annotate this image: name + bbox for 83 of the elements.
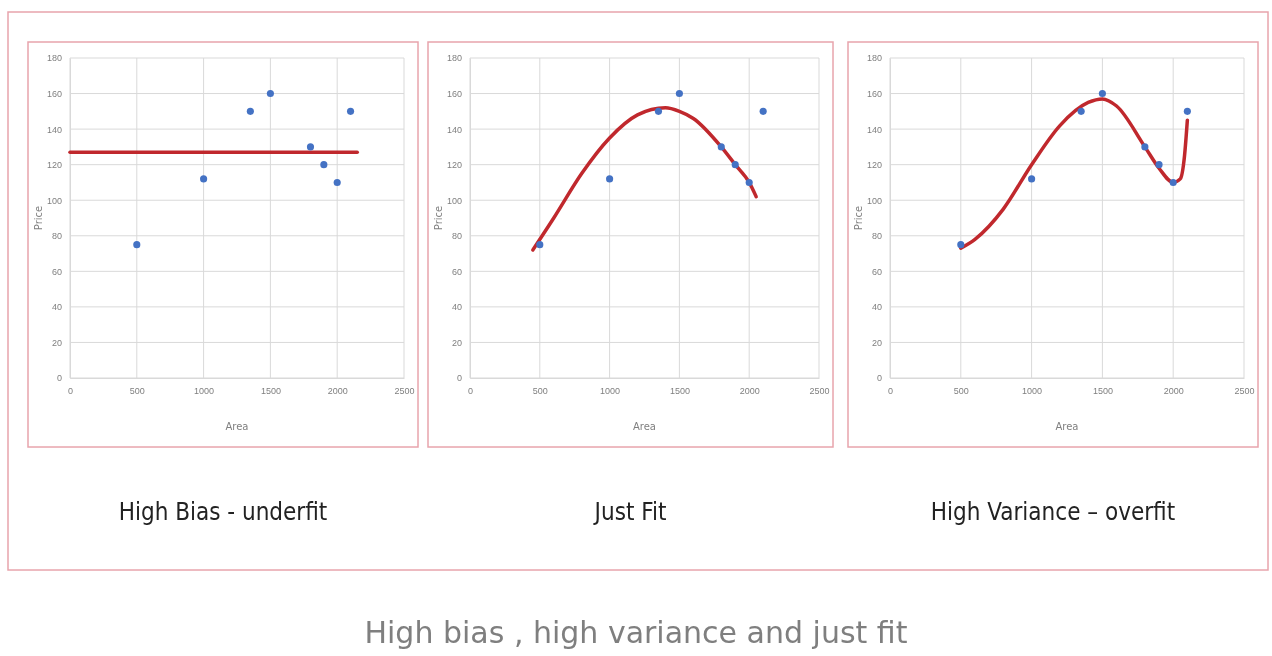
point (306, 143, 315, 151)
text: High Variance – overfit (930, 498, 1176, 526)
y-tick-label: 40 (451, 302, 462, 313)
y-tick-label: 120 (866, 160, 882, 171)
text: High bias , high variance and just fit (364, 615, 908, 650)
y-axis-title: Price (433, 205, 444, 231)
x-tick-label: 1000 (1022, 386, 1043, 397)
x-tick-label: 2500 (809, 386, 830, 397)
y-tick-label: 20 (871, 337, 882, 348)
y-axis-title: Price (33, 205, 44, 231)
y-tick-label: 180 (866, 53, 882, 64)
x-axis-title: Area (632, 421, 657, 432)
x-tick-label: 1500 (260, 386, 281, 397)
y-tick-label: 140 (46, 124, 62, 135)
y-tick-label: 40 (871, 302, 882, 313)
point (1141, 143, 1149, 151)
y-tick-label: 0 (876, 373, 882, 384)
y-axis-title: Price (853, 205, 864, 231)
x-tick-label: 500 (532, 386, 548, 397)
y-tick-label: 20 (451, 337, 462, 348)
point (1183, 107, 1191, 115)
point (1155, 161, 1163, 169)
y-tick-label: 140 (866, 124, 882, 135)
point (1077, 107, 1085, 115)
y-tick-label: 100 (446, 195, 462, 206)
y-tick-label: 80 (51, 231, 62, 242)
point (1098, 89, 1106, 98)
y-tick-label: 40 (51, 302, 62, 313)
y-tick-label: 60 (51, 266, 62, 277)
point (200, 175, 208, 183)
point (333, 178, 341, 187)
y-tick-label: 180 (46, 53, 62, 64)
y-tick-label: 180 (446, 53, 462, 64)
point (346, 107, 355, 115)
y-tick-label: 160 (446, 88, 462, 99)
y-tick-label: 0 (56, 373, 62, 384)
y-tick-label: 20 (51, 337, 62, 348)
x-tick-label: 1500 (669, 386, 690, 397)
point (654, 107, 663, 115)
x-tick-label: 2500 (394, 386, 415, 397)
y-tick-label: 60 (451, 266, 462, 277)
y-tick-label: 60 (871, 266, 882, 277)
y-tick-label: 80 (871, 231, 882, 242)
x-tick-label: 0 (67, 386, 74, 397)
y-tick-label: 160 (866, 88, 882, 99)
text: High Bias - underfit (118, 498, 328, 526)
point (1028, 175, 1036, 183)
point (731, 161, 739, 169)
y-tick-label: 140 (446, 124, 462, 135)
x-tick-label: 0 (887, 386, 894, 397)
y-tick-label: 0 (456, 373, 462, 384)
x-tick-label: 1000 (600, 386, 621, 397)
point (759, 107, 767, 115)
x-tick-label: 2000 (1163, 386, 1184, 397)
x-tick-label: 2000 (739, 386, 760, 397)
y-tick-label: 100 (46, 195, 62, 206)
y-tick-label: 100 (866, 195, 882, 206)
x-axis-title: Area (1055, 421, 1079, 432)
point (246, 107, 254, 115)
point (717, 143, 725, 151)
x-tick-label: 1000 (194, 386, 215, 397)
x-tick-label: 1500 (1092, 386, 1113, 397)
point (536, 241, 544, 249)
x-tick-label: 500 (129, 386, 145, 397)
y-tick-label: 160 (46, 88, 62, 99)
x-tick-label: 2500 (1234, 386, 1255, 397)
x-axis-title: Area (225, 421, 249, 432)
line-series (531, 106, 758, 252)
text: Just Fit (592, 498, 667, 526)
y-tick-label: 80 (451, 231, 462, 242)
point (266, 89, 274, 98)
point (957, 241, 965, 249)
point (745, 178, 753, 187)
point (133, 241, 141, 249)
x-tick-label: 500 (953, 386, 969, 397)
point (320, 161, 328, 169)
y-tick-label: 120 (446, 160, 462, 171)
x-tick-label: 0 (467, 386, 474, 397)
point (1169, 178, 1177, 187)
point (606, 175, 614, 183)
y-tick-label: 120 (46, 160, 62, 171)
x-tick-label: 2000 (327, 386, 348, 397)
point (675, 89, 683, 98)
